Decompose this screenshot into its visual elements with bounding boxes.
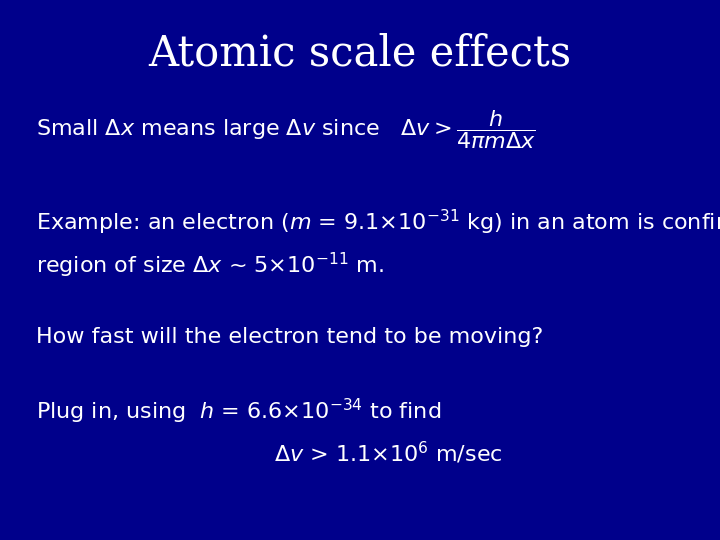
Text: Atomic scale effects: Atomic scale effects bbox=[148, 32, 572, 75]
Text: region of size $\Delta x$ ~ 5$\times$10$^{-11}$ m.: region of size $\Delta x$ ~ 5$\times$10$… bbox=[36, 251, 384, 280]
Text: $\Delta v$ > 1.1$\times$10$^{6}$ m/sec: $\Delta v$ > 1.1$\times$10$^{6}$ m/sec bbox=[274, 440, 503, 467]
Text: Small $\Delta x$ means large $\Delta v$ since   $\Delta v > \dfrac{h}{4\pi m\Del: Small $\Delta x$ means large $\Delta v$ … bbox=[36, 108, 536, 151]
Text: How fast will the electron tend to be moving?: How fast will the electron tend to be mo… bbox=[36, 327, 544, 347]
Text: Example: an electron ($m$ = 9.1$\times$10$^{-31}$ kg) in an atom is confined to : Example: an electron ($m$ = 9.1$\times$1… bbox=[36, 208, 720, 237]
Text: Plug in, using  $h$ = 6.6$\times$10$^{-34}$ to find: Plug in, using $h$ = 6.6$\times$10$^{-34… bbox=[36, 397, 441, 426]
